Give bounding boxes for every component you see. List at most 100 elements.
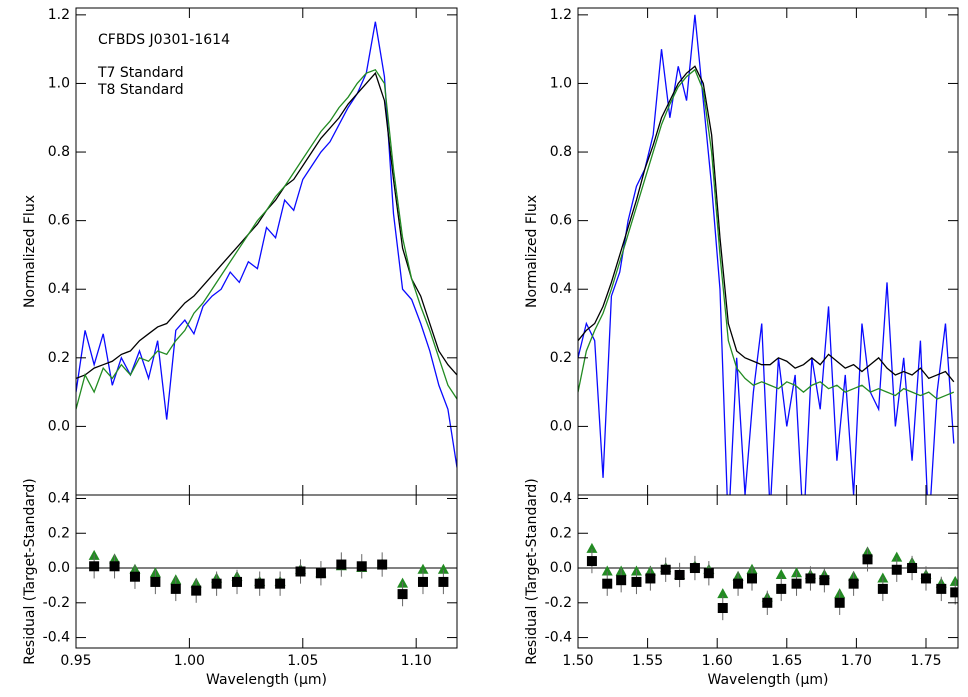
legend-entry: CFBDS J0301-1614 — [98, 32, 230, 48]
plot-area — [578, 14, 955, 495]
square-marker — [805, 573, 816, 584]
square-marker — [862, 554, 873, 565]
spectrum-line — [76, 68, 457, 410]
x-axis-label: Wavelength (μm) — [206, 672, 327, 688]
y-axis-label: Normalized Flux — [22, 195, 38, 308]
square-marker — [275, 578, 286, 589]
square-marker — [150, 576, 161, 587]
triangle-marker — [775, 568, 787, 579]
y-tick-label: 0.2 — [550, 350, 572, 366]
x-tick-label: 1.70 — [841, 653, 872, 669]
square-marker — [211, 578, 222, 589]
square-marker — [170, 583, 181, 594]
square-marker — [791, 578, 802, 589]
y-tick-label: 0.0 — [550, 560, 572, 576]
y-tick-label: 0.8 — [48, 144, 70, 160]
y-tick-label: -0.2 — [545, 595, 572, 611]
triangle-marker — [586, 542, 598, 553]
y-axis-label: Residual (Target-Standard) — [524, 478, 540, 665]
square-marker — [356, 561, 367, 572]
triangle-marker — [949, 575, 958, 586]
triangle-marker — [717, 588, 729, 599]
x-tick-label: 1.65 — [771, 653, 802, 669]
x-tick-label: 1.75 — [910, 653, 941, 669]
spectrum-line — [578, 68, 955, 400]
y-tick-label: 0.2 — [550, 525, 572, 541]
square-marker — [586, 556, 597, 567]
y-tick-label: 1.0 — [550, 75, 572, 91]
y-tick-label: 0.0 — [48, 418, 70, 434]
triangle-marker — [601, 565, 613, 576]
y-tick-label: 0.2 — [48, 350, 70, 366]
legend-entry: T7 Standard — [97, 65, 184, 81]
square-marker — [631, 576, 642, 587]
x-tick-label: 1.05 — [287, 653, 318, 669]
square-marker — [762, 597, 773, 608]
legend-entry: T8 Standard — [97, 82, 184, 98]
square-marker — [891, 564, 902, 575]
square-marker — [89, 561, 100, 572]
y-tick-label: 0.6 — [48, 213, 70, 229]
square-marker — [315, 568, 326, 579]
x-tick-label: 1.55 — [632, 653, 663, 669]
y-tick-label: 1.2 — [48, 7, 70, 23]
x-tick-label: 0.95 — [60, 653, 91, 669]
y-tick-label: 0.0 — [550, 418, 572, 434]
square-marker — [616, 575, 627, 586]
square-marker — [232, 576, 243, 587]
square-marker — [109, 561, 120, 572]
y-tick-label: 0.4 — [48, 281, 70, 297]
square-marker — [834, 597, 845, 608]
y-tick-label: 1.0 — [48, 75, 70, 91]
y-tick-label: 0.2 — [48, 525, 70, 541]
y-tick-label: -0.4 — [43, 630, 70, 646]
y-axis-label: Residual (Target-Standard) — [22, 478, 38, 665]
x-tick-label: 1.00 — [174, 653, 205, 669]
y-tick-label: 0.8 — [550, 144, 572, 160]
square-marker — [848, 578, 859, 589]
square-marker — [397, 589, 408, 600]
square-marker — [129, 571, 140, 582]
y-tick-label: 0.4 — [550, 490, 572, 506]
square-marker — [254, 578, 265, 589]
y-axis-label: Normalized Flux — [524, 195, 540, 308]
square-marker — [191, 585, 202, 596]
square-marker — [950, 587, 958, 598]
x-tick-label: 1.50 — [562, 653, 593, 669]
x-axis-label: Wavelength (μm) — [708, 672, 829, 688]
square-marker — [877, 583, 888, 594]
square-marker — [733, 578, 744, 589]
square-marker — [907, 563, 918, 574]
triangle-marker — [437, 563, 449, 574]
square-marker — [377, 559, 388, 570]
y-tick-label: 0.0 — [48, 560, 70, 576]
y-tick-label: -0.2 — [43, 595, 70, 611]
spectrum-line — [578, 14, 955, 495]
square-marker — [417, 576, 428, 587]
y-tick-label: 0.4 — [550, 281, 572, 297]
square-marker — [602, 578, 613, 589]
y-tick-label: -0.4 — [545, 630, 572, 646]
square-marker — [936, 583, 947, 594]
plot-area — [578, 542, 958, 621]
y-tick-label: 0.4 — [48, 490, 70, 506]
square-marker — [295, 566, 306, 577]
x-tick-label: 1.60 — [702, 653, 733, 669]
panel-frame — [577, 494, 959, 649]
x-tick-label: 1.10 — [401, 653, 432, 669]
spectrum-line — [76, 21, 457, 468]
triangle-marker — [891, 551, 903, 562]
panel-frame — [577, 7, 959, 496]
square-marker — [717, 603, 728, 614]
square-marker — [920, 573, 931, 584]
spectrum-line — [578, 65, 955, 383]
y-tick-label: 0.6 — [550, 213, 572, 229]
square-marker — [746, 573, 757, 584]
square-marker — [703, 568, 714, 579]
square-marker — [689, 563, 700, 574]
triangle-marker — [417, 563, 429, 574]
square-marker — [819, 575, 830, 586]
panel-frame — [75, 494, 458, 649]
